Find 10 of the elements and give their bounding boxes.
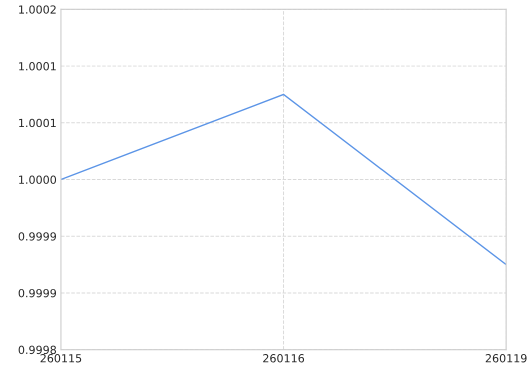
x-tick-label: 260116 bbox=[263, 354, 304, 362]
x-tick-label: 260119 bbox=[486, 354, 527, 362]
y-tick-label: 0.9999 bbox=[18, 288, 56, 298]
y-tick-label: 1.0001 bbox=[19, 118, 56, 128]
y-tick-label: 1.0002 bbox=[19, 5, 56, 14]
y-tick-label: 1.0000 bbox=[19, 175, 56, 184]
y-tick-label: 0.9998 bbox=[18, 346, 56, 354]
y-tick-label: 0.9999 bbox=[18, 232, 56, 241]
y-tick-label: 1.0001 bbox=[19, 62, 56, 70]
x-tick-label: 260115 bbox=[40, 354, 82, 362]
